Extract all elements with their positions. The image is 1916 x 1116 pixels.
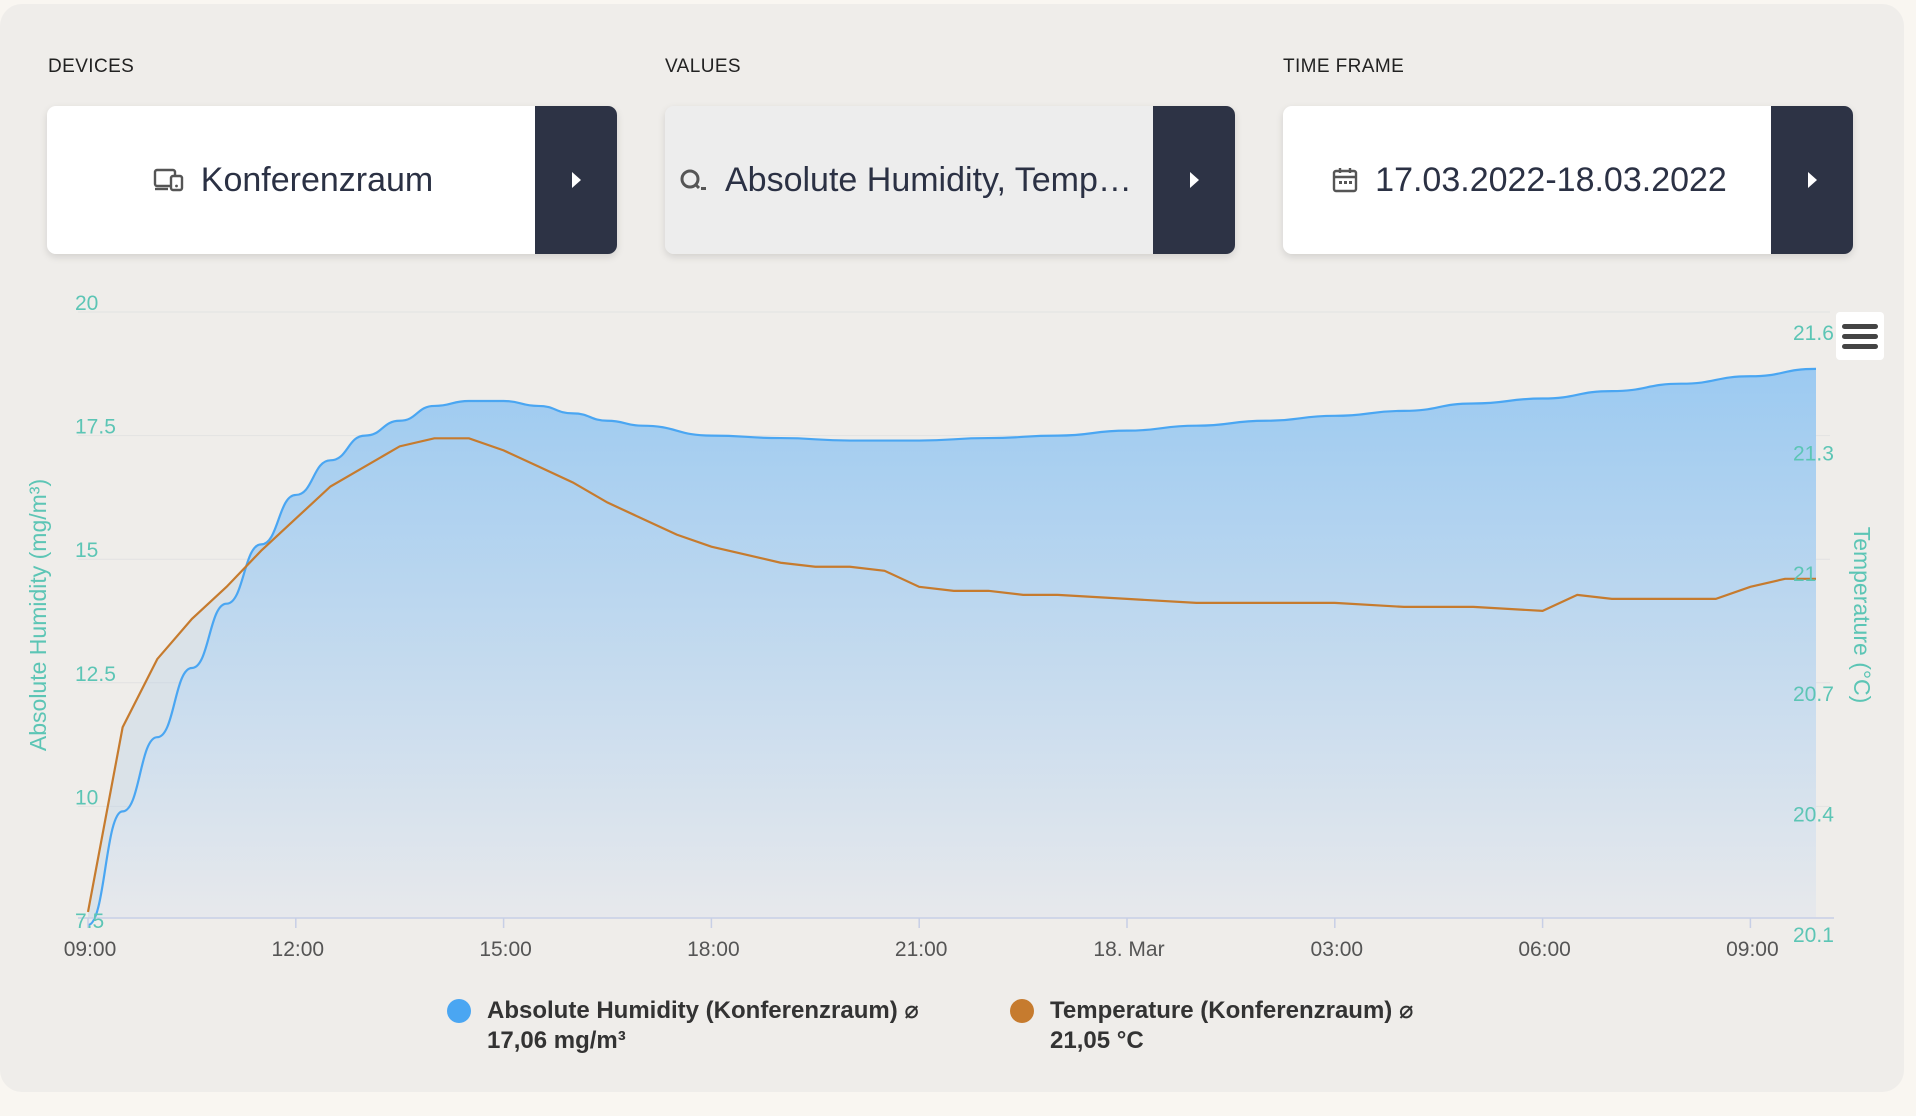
y-left-tick-label: 10	[75, 786, 98, 809]
x-tick-label: 03:00	[1311, 938, 1364, 961]
legend-temperature-dot	[1010, 999, 1034, 1023]
x-tick-label: 09:00	[64, 938, 117, 961]
y-left-tick-label: 15	[75, 539, 98, 562]
time-frame-label: TIME FRAME	[1283, 56, 1405, 77]
y-right-axis-label: Temperature (°C)	[1849, 527, 1875, 704]
values-label: VALUES	[665, 56, 741, 77]
devices-icon	[153, 168, 183, 192]
values-open-button[interactable]	[1153, 106, 1235, 254]
time-frame-selector[interactable]: 17.03.2022-18.03.2022	[1283, 106, 1853, 254]
hamburger-icon-bar	[1842, 343, 1878, 349]
legend-temperature-avg: 21,05 °C	[1050, 1027, 1144, 1054]
x-tick-label: 18. Mar	[1093, 938, 1164, 961]
y-right-tick-label: 20.7	[1793, 683, 1834, 706]
x-tick-label: 15:00	[479, 938, 532, 961]
legend-humidity-avg: 17,06 mg/m³	[487, 1027, 626, 1054]
legend-temperature-name: Temperature (Konferenzraum) ⌀	[1050, 997, 1414, 1024]
x-tick-label: 06:00	[1518, 938, 1571, 961]
legend-humidity-dot	[447, 999, 471, 1023]
y-left-axis-ticks: 20 17.5 15 12.5 10 7.5	[75, 292, 116, 933]
calendar-icon	[1332, 168, 1358, 193]
y-left-tick-label: 20	[75, 292, 98, 315]
temperature-line	[86, 437, 1816, 913]
y-right-tick-label: 20.4	[1793, 804, 1834, 827]
search-icon	[680, 169, 706, 190]
caret-right-icon	[1190, 172, 1199, 188]
y-left-tick-label: 12.5	[75, 663, 116, 686]
y-right-tick-label: 21.3	[1793, 442, 1834, 465]
legend-item-temperature[interactable]: Temperature (Konferenzraum) ⌀ 21,05 °C	[1010, 996, 1413, 1056]
y-left-tick-label: 17.5	[75, 416, 116, 439]
devices-open-button[interactable]	[535, 106, 617, 254]
y-left-axis-label: Absolute Humidity (mg/m³)	[25, 479, 51, 751]
y-right-tick-label: 21	[1793, 563, 1816, 586]
y-right-tick-label: 20.1	[1793, 924, 1834, 947]
time-frame-field[interactable]: 17.03.2022-18.03.2022	[1283, 106, 1771, 254]
devices-label: DEVICES	[48, 56, 135, 77]
y-right-tick-label: 21.6	[1793, 322, 1834, 345]
x-tick-label: 18:00	[687, 938, 740, 961]
legend-item-humidity[interactable]: Absolute Humidity (Konferenzraum) ⌀ 17,0…	[447, 996, 919, 1056]
devices-selector[interactable]: Konferenzraum	[47, 106, 617, 254]
y-left-tick-label: 7.5	[75, 910, 104, 933]
x-axis-ticks: 09:00 12:00 15:00 18:00 21:00 18. Mar 03:00 06:…	[64, 918, 1779, 961]
legend-humidity-name: Absolute Humidity (Konferenzraum) ⌀	[487, 997, 919, 1024]
x-tick-label: 09:00	[1726, 938, 1779, 961]
humidity-line	[87, 367, 1817, 927]
caret-right-icon	[572, 172, 581, 188]
chart-menu-button[interactable]	[1836, 312, 1884, 360]
y-right-axis-ticks: 21.6 21.3 21 20.7 20.4 20.1	[1793, 322, 1834, 947]
hamburger-icon-bar	[1842, 333, 1878, 339]
time-frame-open-button[interactable]	[1771, 106, 1853, 254]
hamburger-icon-bar	[1842, 323, 1878, 329]
devices-field[interactable]: Konferenzraum	[47, 106, 535, 254]
values-selector[interactable]: Absolute Humidity, Temper...	[665, 106, 1235, 254]
x-tick-label: 21:00	[895, 938, 948, 961]
x-tick-label: 12:00	[272, 938, 325, 961]
humidity-area	[88, 368, 1816, 926]
caret-right-icon	[1808, 172, 1817, 188]
values-field[interactable]: Absolute Humidity, Temper...	[665, 106, 1153, 254]
